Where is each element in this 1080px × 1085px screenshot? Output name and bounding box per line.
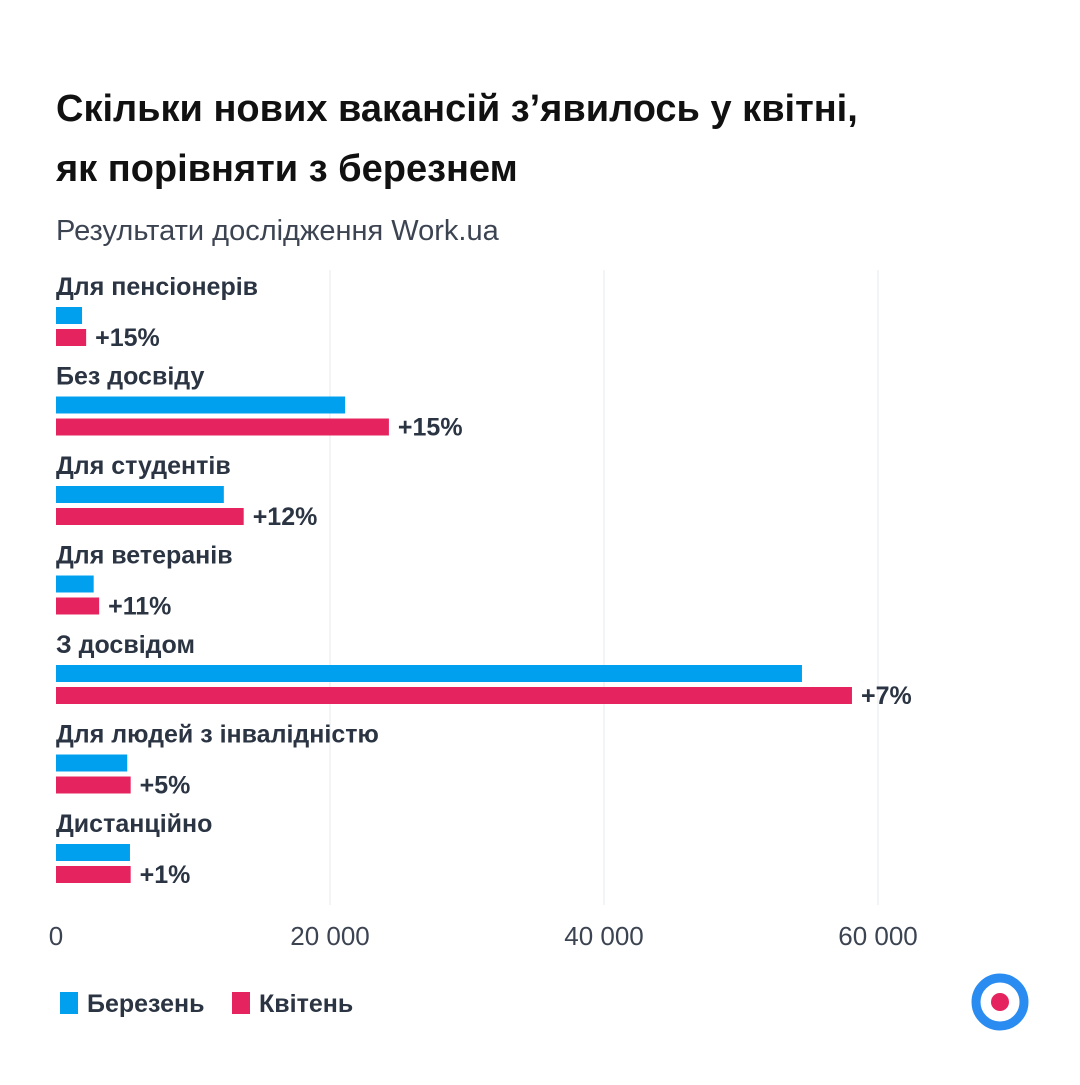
legend-swatch xyxy=(232,992,250,1014)
change-label: +12% xyxy=(253,503,318,531)
category-label: Для пенсіонерів xyxy=(56,273,258,301)
bars: Для пенсіонерів +15% Без досвіду +15% Для ст… xyxy=(56,273,912,889)
legend-label: Квітень xyxy=(259,990,353,1018)
category-label: Дистанційно xyxy=(56,810,212,838)
bar-april xyxy=(56,866,131,883)
x-tick-label: 60 000 xyxy=(838,921,918,951)
bar-march xyxy=(56,754,128,772)
category-label: Без досвіду xyxy=(56,363,204,391)
bar-april xyxy=(56,329,87,346)
category-label: З досвідом xyxy=(56,631,195,659)
change-label: +1% xyxy=(140,861,191,889)
bar-march xyxy=(56,307,83,324)
legend: Березень Квітень xyxy=(60,990,353,1018)
chart-title-line2: як порівняти з березнем xyxy=(55,148,518,190)
x-axis: 0 20 000 40 000 60 000 xyxy=(49,921,918,951)
bar-april xyxy=(56,597,100,615)
x-tick-label: 20 000 xyxy=(290,921,370,951)
change-label: +15% xyxy=(398,414,463,442)
gridlines xyxy=(329,270,879,905)
x-tick-label: 0 xyxy=(49,921,63,951)
category-label: Для людей з інвалідністю xyxy=(56,721,379,749)
bar-march xyxy=(56,575,94,593)
bar-march xyxy=(56,486,224,503)
bar-april xyxy=(56,687,852,704)
legend-swatch xyxy=(60,992,78,1014)
category-label: Для студентів xyxy=(56,452,231,480)
change-label: +11% xyxy=(108,593,171,621)
bar-march xyxy=(56,844,130,861)
chart-subtitle: Результати дослідження Work.ua xyxy=(56,215,500,247)
legend-label: Березень xyxy=(87,990,205,1018)
change-label: +7% xyxy=(861,682,912,710)
chart-title-line1: Скільки нових вакансій з’явилось у квітн… xyxy=(56,88,858,130)
bar-march xyxy=(56,396,346,414)
x-tick-label: 40 000 xyxy=(564,921,644,951)
category-label: Для ветеранів xyxy=(56,542,233,570)
change-label: +15% xyxy=(95,324,160,352)
bar-april xyxy=(56,418,389,436)
bar-march xyxy=(56,665,802,682)
bar-april xyxy=(56,776,131,794)
bar-april xyxy=(56,508,244,525)
work-ua-logo xyxy=(971,973,1029,1031)
change-label: +5% xyxy=(140,772,191,800)
